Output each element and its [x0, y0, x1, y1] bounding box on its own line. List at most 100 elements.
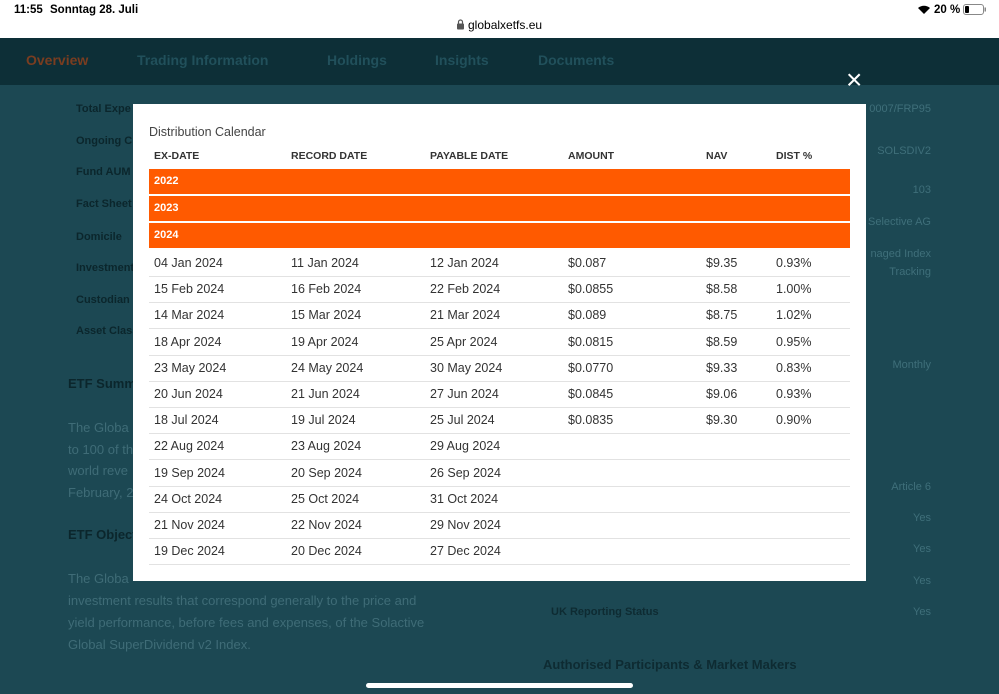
field-label: Domicile [76, 231, 122, 243]
table-cell: 1.02% [776, 308, 812, 323]
table-cell: 22 Aug 2024 [154, 439, 225, 454]
paragraph-line: The Globa [68, 420, 129, 435]
column-header: EX-DATE [154, 150, 200, 162]
table-cell: 20 Dec 2024 [291, 544, 362, 559]
paragraph-line: Global SuperDividend v2 Index. [68, 637, 251, 652]
table-cell: 29 Aug 2024 [430, 439, 501, 454]
table-cell: 11 Jan 2024 [291, 256, 359, 270]
section-heading: Authorised Participants & Market Makers [543, 657, 797, 672]
year-group[interactable]: 2022 [149, 169, 850, 194]
table-cell: $9.35 [706, 256, 738, 270]
table-cell: $8.75 [706, 308, 738, 323]
paragraph-line: investment results that correspond gener… [68, 593, 417, 608]
table-cell: 30 May 2024 [430, 360, 503, 375]
table-cell: $0.0845 [568, 387, 614, 401]
table-cell: $0.0855 [568, 282, 614, 297]
table-cell: 14 Mar 2024 [154, 308, 225, 323]
column-header: AMOUNT [568, 150, 615, 162]
table-cell: 23 May 2024 [154, 360, 227, 375]
table-cell: 23 Aug 2024 [291, 439, 362, 454]
close-button[interactable]: × [846, 64, 863, 95]
year-group[interactable]: 2023 [149, 196, 850, 221]
field-label: Fund AUM [76, 166, 131, 178]
wifi-icon [918, 5, 930, 14]
field-value: Yes [913, 543, 931, 555]
table-cell: 26 Sep 2024 [430, 465, 501, 480]
battery-icon [963, 4, 986, 15]
year-group[interactable]: 2024 [149, 223, 850, 248]
table-row: 19 Sep 2024 20 Sep 2024 26 Sep 2024 [149, 460, 850, 487]
table-cell: 12 Jan 2024 [430, 256, 499, 270]
table-cell: 19 Sep 2024 [154, 465, 225, 480]
home-indicator [366, 683, 633, 688]
field-value: Yes [913, 575, 931, 587]
table-cell: 20 Jun 2024 [154, 387, 223, 401]
section-heading: ETF Object [68, 527, 137, 542]
table-cell: $8.58 [706, 282, 738, 297]
time: 11:55 [14, 4, 43, 16]
nav-tab[interactable]: Trading Information [137, 52, 269, 68]
table-cell: $8.59 [706, 334, 738, 349]
url[interactable]: globalxetfs.eu [468, 18, 543, 32]
table-cell: 16 Feb 2024 [291, 282, 362, 297]
table-cell: 0.93% [776, 387, 812, 401]
table-cell: 21 Nov 2024 [154, 518, 225, 532]
table-cell: $0.089 [568, 308, 607, 323]
paragraph-line: February, 2 [68, 484, 134, 500]
column-header: RECORD DATE [291, 150, 368, 162]
paragraph-line: The Globa [68, 571, 129, 586]
column-header: NAV [706, 150, 728, 162]
field-value: SOLSDIV2 [877, 145, 931, 157]
table-cell: 0.95% [776, 334, 812, 349]
table-cell: 24 May 2024 [291, 360, 364, 375]
field-value: Selective AG [868, 216, 931, 228]
field-value: 103 [912, 184, 931, 196]
table-row: 14 Mar 2024 15 Mar 2024 21 Mar 2024 $0.089 $… [149, 302, 850, 330]
table-cell: 15 Feb 2024 [154, 282, 225, 297]
table-cell: $0.0770 [568, 360, 614, 375]
table-cell: $9.33 [706, 360, 738, 375]
table-cell: 04 Jan 2024 [154, 256, 223, 270]
table-cell: 27 Jun 2024 [430, 387, 499, 401]
table-cell: 31 Oct 2024 [430, 491, 499, 506]
table-cell: 0.83% [776, 360, 812, 375]
modal: Distribution Calendar EX-DATE RECORD DATE… [133, 104, 866, 581]
field-label: UK Reporting Status [551, 606, 659, 618]
table-cell: $9.30 [706, 413, 738, 428]
table-cell: $9.06 [706, 387, 738, 401]
table-cell: 24 Oct 2024 [154, 491, 223, 506]
paragraph-line: world reve [68, 463, 128, 478]
field-value: naged Index [870, 248, 931, 260]
table-row: 20 Jun 2024 21 Jun 2024 27 Jun 2024 $0.0845… [149, 381, 850, 408]
table-row: 04 Jan 2024 11 Jan 2024 12 Jan 2024 $0.087 $… [149, 250, 850, 277]
nav-tab[interactable]: Overview [26, 52, 89, 68]
field-label: Investment [76, 262, 135, 274]
table-row: 22 Aug 2024 23 Aug 2024 29 Aug 2024 [149, 433, 850, 461]
paragraph-line: to 100 of th [68, 441, 134, 457]
table-cell: 21 Mar 2024 [430, 308, 501, 323]
table-cell: 22 Nov 2024 [291, 518, 362, 532]
table-cell: 1.00% [776, 282, 812, 297]
table-cell: 21 Jun 2024 [291, 387, 360, 401]
column-header: PAYABLE DATE [430, 150, 509, 162]
nav-tab[interactable]: Documents [538, 52, 615, 68]
table-cell: 0.90% [776, 413, 812, 428]
nav-tab[interactable]: Insights [435, 52, 489, 68]
table-cell: 20 Sep 2024 [291, 465, 362, 480]
table-row: 15 Feb 2024 16 Feb 2024 22 Feb 2024 $0.0855… [149, 276, 850, 304]
table-cell: $0.0835 [568, 413, 614, 428]
table-cell: 0.93% [776, 256, 812, 270]
status-bar: 11:55 Sonntag 28. Juli globalxetfs.eu 20… [0, 0, 999, 38]
table-row: 18 Apr 2024 19 Apr 2024 25 Apr 2024 $0.0815… [149, 329, 850, 356]
table-cell: 19 Jul 2024 [291, 413, 356, 428]
field-label: Ongoing C [76, 135, 133, 147]
table-cell: 27 Dec 2024 [430, 544, 501, 559]
table-cell: 15 Mar 2024 [291, 308, 362, 323]
table-cell: 22 Feb 2024 [430, 282, 501, 297]
table-cell: $0.0815 [568, 334, 614, 349]
table-cell: 19 Apr 2024 [291, 334, 359, 349]
column-header: DIST % [776, 150, 813, 162]
table-cell: 29 Nov 2024 [430, 518, 501, 532]
nav-tab[interactable]: Holdings [327, 52, 387, 68]
